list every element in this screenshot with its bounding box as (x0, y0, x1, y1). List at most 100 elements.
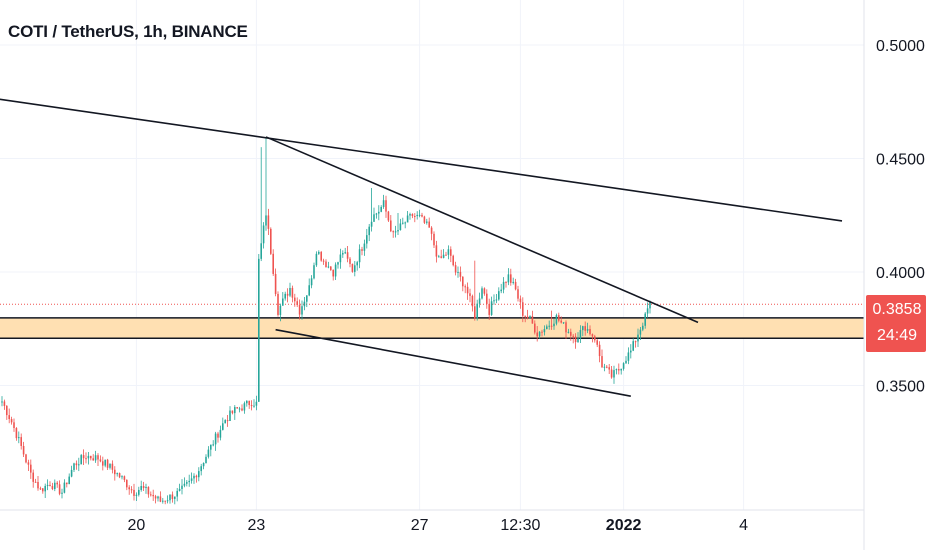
candle (54, 479, 56, 492)
candle-body (591, 334, 594, 337)
candle-body (114, 469, 116, 475)
candle (447, 245, 450, 260)
candle-body (349, 258, 351, 264)
candle (548, 320, 550, 330)
candle-body (8, 415, 10, 420)
candle-body (42, 488, 44, 492)
candle (274, 268, 277, 297)
candle (543, 325, 546, 336)
candle-body (82, 455, 85, 459)
candle (128, 485, 130, 495)
candle (346, 246, 349, 263)
candle (534, 320, 536, 335)
candle-body (246, 400, 248, 404)
candle-body (222, 423, 224, 430)
candle (498, 287, 500, 301)
candle (541, 329, 543, 337)
candle (75, 460, 78, 470)
candle (210, 444, 212, 457)
candle (1, 396, 3, 407)
candle (462, 276, 464, 292)
candle (61, 488, 63, 499)
trendline[interactable] (265, 136, 699, 324)
price-axis[interactable]: 0.5000 0.4500 0.4000 0.3500 (863, 0, 925, 550)
candle (140, 480, 142, 492)
candle-body (236, 407, 238, 409)
candle-body (411, 214, 414, 217)
candle-body (637, 334, 639, 342)
candle-body (481, 288, 483, 299)
candle-body (378, 211, 380, 214)
candle (150, 491, 152, 497)
candle-body (339, 254, 342, 263)
candle-body (330, 266, 332, 270)
candle-body (102, 461, 104, 466)
candle-body (380, 206, 382, 212)
candle (250, 400, 253, 411)
candle (118, 472, 121, 479)
candle-body (135, 494, 138, 496)
candle (42, 488, 44, 494)
candle (618, 363, 620, 375)
candle (296, 297, 298, 308)
candle (63, 479, 66, 494)
trendlines (0, 98, 843, 397)
candle-body (90, 455, 92, 459)
candle (121, 475, 123, 480)
candle (394, 225, 397, 238)
candle-body (644, 313, 646, 326)
candle (272, 249, 274, 276)
candle-body (32, 472, 34, 482)
candle-body (435, 245, 438, 257)
candle-body (483, 288, 486, 294)
candle-body (510, 274, 512, 283)
candle (522, 297, 524, 323)
candle-body (128, 487, 130, 490)
candle-body (310, 278, 313, 286)
candle-body (106, 459, 109, 468)
candle (303, 297, 306, 311)
candle-body (15, 428, 18, 439)
candle-body (195, 475, 198, 478)
candle (589, 325, 591, 336)
candle-body (361, 249, 363, 251)
candle (238, 406, 241, 413)
candle-body (363, 243, 366, 251)
trendline[interactable] (0, 98, 843, 222)
candle-body (445, 254, 447, 256)
candle (44, 483, 46, 498)
candle-body (546, 326, 548, 330)
candle-body (99, 459, 102, 462)
trendline[interactable] (275, 328, 631, 397)
candle-body (495, 299, 498, 301)
candle (579, 325, 582, 343)
candle (409, 212, 411, 220)
candle-body (351, 263, 354, 272)
candle-body (152, 495, 154, 497)
candle (387, 210, 390, 222)
candle-body (63, 482, 66, 493)
candle-body (286, 293, 289, 296)
y-tick-label: 0.4000 (876, 265, 925, 282)
candle-body (200, 466, 202, 472)
x-tick-label: 2022 (606, 517, 642, 534)
candle (200, 463, 202, 476)
candle (502, 277, 505, 294)
candle (8, 408, 10, 424)
candle (262, 222, 265, 249)
candle-body (66, 482, 68, 485)
candle (536, 326, 538, 342)
candle-body (356, 262, 358, 266)
candle (282, 292, 284, 306)
candle (164, 500, 166, 505)
candle-body (190, 478, 193, 481)
candle-body (30, 464, 32, 473)
candle (531, 310, 534, 324)
candle (332, 269, 334, 281)
candle-body (325, 261, 327, 268)
time-axis[interactable]: 20 23 27 12:30 2022 4 (0, 509, 864, 534)
candle (73, 462, 75, 473)
candle (30, 459, 32, 479)
candle (94, 450, 97, 463)
candle-body (438, 256, 440, 258)
